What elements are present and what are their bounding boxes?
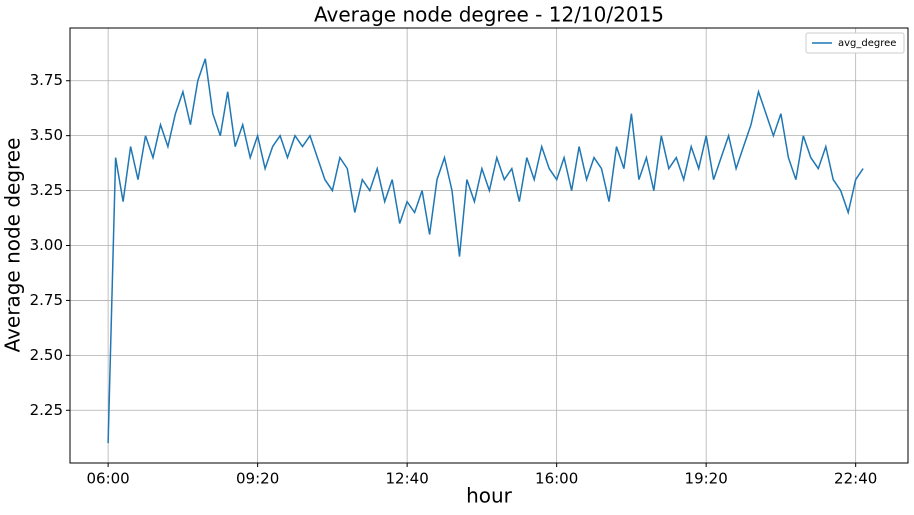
plot-frame xyxy=(69,27,909,464)
y-tick-label: 2.75 xyxy=(30,291,63,309)
y-tick-label: 3.75 xyxy=(30,71,63,89)
x-tick-label: 16:00 xyxy=(535,470,578,488)
x-tick-label: 06:00 xyxy=(87,470,130,488)
chart-title: Average node degree - 12/10/2015 xyxy=(314,3,664,27)
legend-box xyxy=(805,32,905,54)
x-tick-label: 09:20 xyxy=(236,470,279,488)
x-tick-label: 12:40 xyxy=(386,470,429,488)
y-tick-label: 2.50 xyxy=(30,346,63,364)
y-axis-label: Average node degree xyxy=(1,138,25,353)
x-tick-label: 22:40 xyxy=(834,470,877,488)
x-axis-label: hour xyxy=(466,484,513,508)
legend: avg_degree xyxy=(805,32,905,54)
y-tick-label: 3.50 xyxy=(30,126,63,144)
y-tick-label: 3.25 xyxy=(30,181,63,199)
x-tick-label: 19:20 xyxy=(685,470,728,488)
y-tick-label: 3.00 xyxy=(30,236,63,254)
legend-label: avg_degree xyxy=(838,38,896,49)
y-tick-label: 2.25 xyxy=(30,401,63,419)
data-line xyxy=(107,58,864,444)
